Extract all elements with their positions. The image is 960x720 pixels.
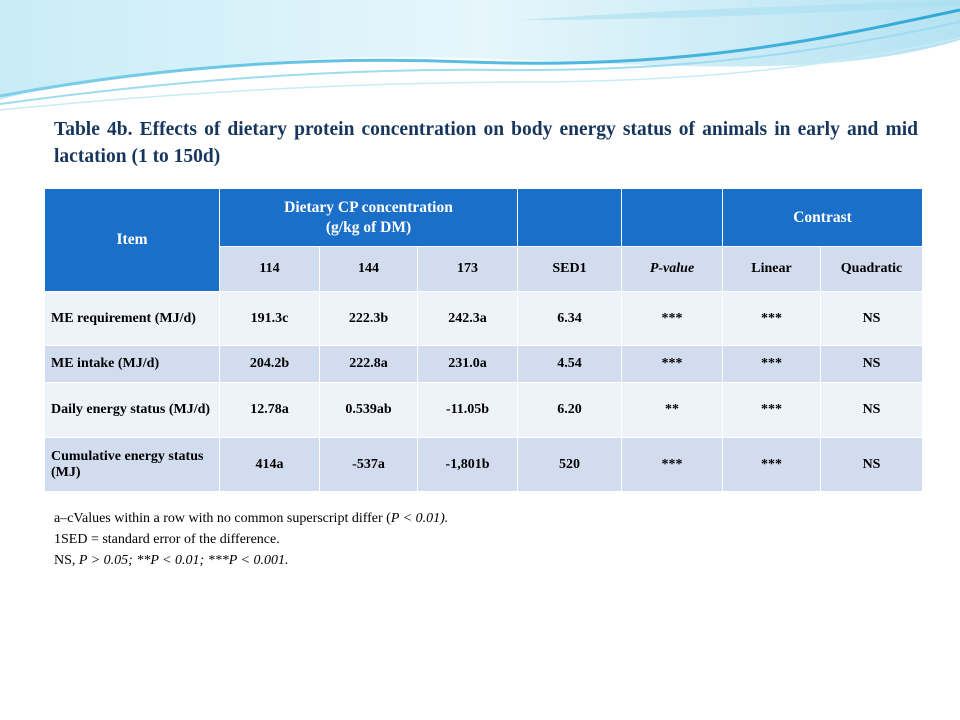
table-cell: 0.539ab: [319, 382, 418, 438]
table-cell: 4.54: [517, 345, 623, 383]
footnote-significance: NS, P > 0.05; **P < 0.01; ***P < 0.001.: [54, 553, 289, 568]
table-cell: 12.78a: [219, 382, 320, 438]
table-cell: 520: [517, 437, 623, 492]
table-cell: ***: [722, 345, 822, 383]
table-row: ME requirement (MJ/d) 191.3c 222.3b 242.…: [44, 291, 924, 346]
table-cell: NS: [820, 382, 924, 438]
subheader-114: 114: [219, 246, 320, 292]
table-cell: -537a: [319, 437, 418, 492]
cp-header-line1: Dietary CP concentration: [284, 198, 453, 216]
cp-concentration-header: Dietary CP concentration (g/kg of DM): [218, 188, 519, 247]
table-row: Cumulative energy status (MJ) 414a -537a…: [44, 437, 924, 492]
cp-header-line2: (g/kg of DM): [325, 218, 412, 236]
row-item-label: Daily energy status (MJ/d): [44, 382, 220, 438]
subheader-173: 173: [416, 246, 519, 292]
table-cell: 231.0a: [416, 345, 519, 383]
table-cell: 222.3b: [319, 291, 418, 346]
table-cell: 242.3a: [416, 291, 519, 346]
subheader-quadratic: Quadratic: [820, 246, 924, 292]
table-cell: ***: [722, 382, 822, 438]
table-title: Table 4b. Effects of dietary protein con…: [54, 119, 918, 167]
item-header: Item: [44, 188, 220, 292]
table-cell: ***: [621, 345, 724, 383]
table-row: Daily energy status (MJ/d) 12.78a 0.539a…: [44, 382, 924, 438]
table-cell: 191.3c: [219, 291, 320, 346]
energy-status-table: Item Dietary CP concentration (g/kg of D…: [44, 188, 924, 492]
sed-header-blank: [517, 188, 623, 247]
table-cell: **: [621, 382, 724, 438]
row-item-label: Cumulative energy status (MJ): [44, 437, 220, 492]
table-cell: 6.20: [517, 382, 623, 438]
subheader-linear: Linear: [722, 246, 822, 292]
subheader-pvalue: P-value: [621, 246, 724, 292]
contrast-header: Contrast: [722, 188, 924, 247]
table-footnotes: a–cValues within a row with no common su…: [54, 508, 448, 571]
table-cell: 414a: [219, 437, 320, 492]
table-cell: ***: [621, 291, 724, 346]
table-cell: 6.34: [517, 291, 623, 346]
pvalue-header-blank: [621, 188, 724, 247]
decorative-wave-header: [0, 0, 960, 111]
table-cell: NS: [820, 345, 924, 383]
row-item-label: ME requirement (MJ/d): [44, 291, 220, 346]
subheader-sed: SED1: [517, 246, 623, 292]
table-cell: ***: [621, 437, 724, 492]
footnote-sed: 1SED = standard error of the difference.: [54, 532, 280, 547]
table-row: ME intake (MJ/d) 204.2b 222.8a 231.0a 4.…: [44, 345, 924, 383]
table-cell: ***: [722, 291, 822, 346]
table-cell: -1,801b: [416, 437, 519, 492]
table-cell: -11.05b: [416, 382, 519, 438]
table-cell: 222.8a: [319, 345, 418, 383]
footnote-superscript: a–cValues within a row with no common su…: [54, 511, 449, 526]
table-cell: NS: [820, 437, 924, 492]
subheader-144: 144: [319, 246, 418, 292]
table-cell: 204.2b: [219, 345, 320, 383]
table-cell: ***: [722, 437, 822, 492]
table-cell: NS: [820, 291, 924, 346]
row-item-label: ME intake (MJ/d): [44, 345, 220, 383]
